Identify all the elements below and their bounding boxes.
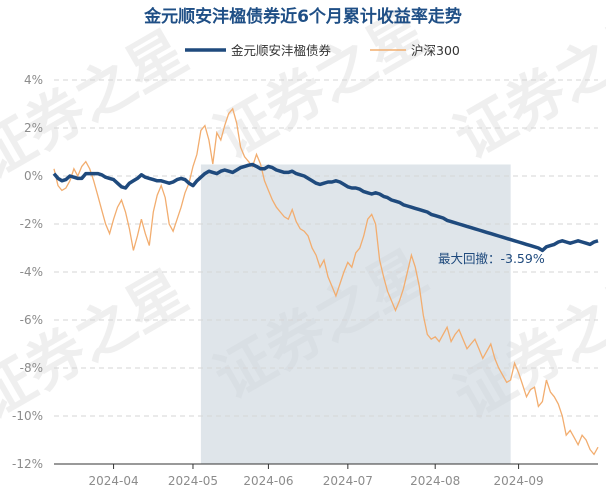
- drawdown-region: [200, 164, 511, 465]
- y-tick-label: -10%: [12, 409, 43, 423]
- x-tick-label: 2024-09: [494, 474, 544, 488]
- index-line: [53, 107, 599, 456]
- y-tick-label: 0%: [24, 169, 43, 183]
- x-tick-label: 2024-05: [168, 474, 218, 488]
- x-tick-label: 2024-04: [88, 474, 138, 488]
- x-tick-label: 2024-06: [243, 474, 293, 488]
- x-tick-label: 2024-07: [323, 474, 373, 488]
- y-tick-label: 2%: [24, 121, 43, 135]
- y-tick-label: -12%: [12, 457, 43, 471]
- fund-line: [52, 162, 599, 253]
- watermark-text: 证券之星: [0, 257, 198, 432]
- legend: 金元顺安沣楹债券 沪深300: [185, 43, 460, 58]
- gridlines: [54, 79, 598, 417]
- y-tick-label: -2%: [20, 217, 43, 231]
- x-axis-ticks: 2024-04 2024-05 2024-06 2024-07 2024-08 2024-…: [88, 464, 544, 488]
- y-tick-label: -6%: [20, 313, 43, 327]
- watermark-text: 证券之星: [443, 0, 606, 172]
- x-tick-label: 2024-08: [410, 474, 460, 488]
- y-tick-label: -8%: [20, 361, 43, 375]
- legend-label-index: 沪深300: [411, 43, 460, 58]
- chart-title: 金元顺安沣楹债券近6个月累计收益率走势: [143, 6, 462, 27]
- y-tick-label: -4%: [20, 265, 43, 279]
- drawdown-label: 最大回撤：-3.59%: [438, 251, 545, 266]
- y-tick-label: 4%: [24, 73, 43, 87]
- watermark-text: 证券之星: [0, 17, 198, 192]
- y-axis-ticks: 4% 2% 0% -2% -4% -6% -8% -10% -12%: [12, 73, 43, 471]
- legend-label-fund: 金元顺安沣楹债券: [231, 43, 332, 58]
